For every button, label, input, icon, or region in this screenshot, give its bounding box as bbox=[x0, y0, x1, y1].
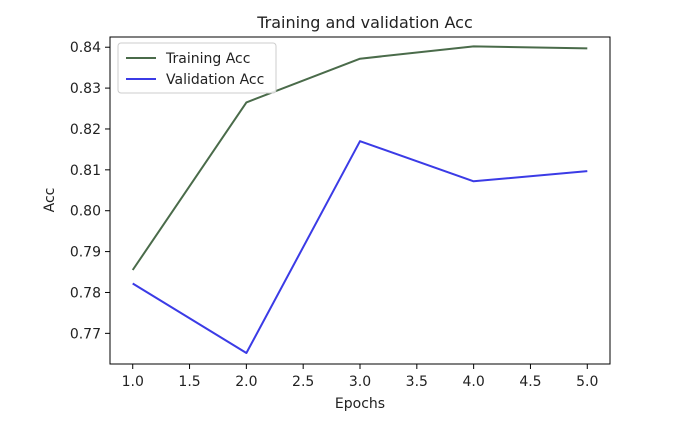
x-tick-label: 1.5 bbox=[178, 374, 200, 390]
y-tick-label: 0.80 bbox=[70, 204, 101, 220]
y-tick-label: 0.77 bbox=[70, 326, 101, 342]
series-lines bbox=[131, 45, 588, 354]
x-axis: 1.0 1.5 2.0 2.5 3.0 3.5 4.0 4.5 5.0 bbox=[122, 364, 598, 390]
y-tick-label: 0.78 bbox=[70, 285, 101, 301]
y-axis-label: Acc bbox=[42, 188, 58, 213]
x-tick-label: 1.0 bbox=[122, 374, 144, 390]
y-tick-label: 0.83 bbox=[70, 81, 101, 97]
series-line-training-acc bbox=[131, 45, 588, 271]
x-tick-label: 2.5 bbox=[292, 374, 314, 390]
series-line-validation-acc bbox=[132, 140, 588, 354]
x-tick-label: 3.5 bbox=[406, 374, 428, 390]
x-tick-label: 2.0 bbox=[235, 374, 257, 390]
y-axis: 0.77 0.78 0.79 0.80 0.81 0.82 0.83 0.84 bbox=[70, 40, 110, 342]
legend-label-training-acc: Training Acc bbox=[165, 51, 250, 67]
x-tick-label: 3.0 bbox=[349, 374, 371, 390]
legend-box bbox=[117, 42, 277, 94]
y-tick-label: 0.82 bbox=[70, 122, 101, 138]
x-tick-label: 4.0 bbox=[463, 374, 485, 390]
legend: Training Acc Validation Acc bbox=[117, 42, 277, 94]
legend-label-validation-acc: Validation Acc bbox=[166, 72, 264, 88]
x-tick-label: 5.0 bbox=[576, 374, 598, 390]
y-tick-label: 0.79 bbox=[70, 245, 101, 261]
y-tick-label: 0.84 bbox=[70, 40, 101, 56]
chart-title: Training and validation Acc bbox=[256, 13, 473, 32]
y-tick-label: 0.81 bbox=[70, 163, 101, 179]
x-tick-label: 4.5 bbox=[519, 374, 541, 390]
x-axis-label: Epochs bbox=[335, 396, 385, 412]
